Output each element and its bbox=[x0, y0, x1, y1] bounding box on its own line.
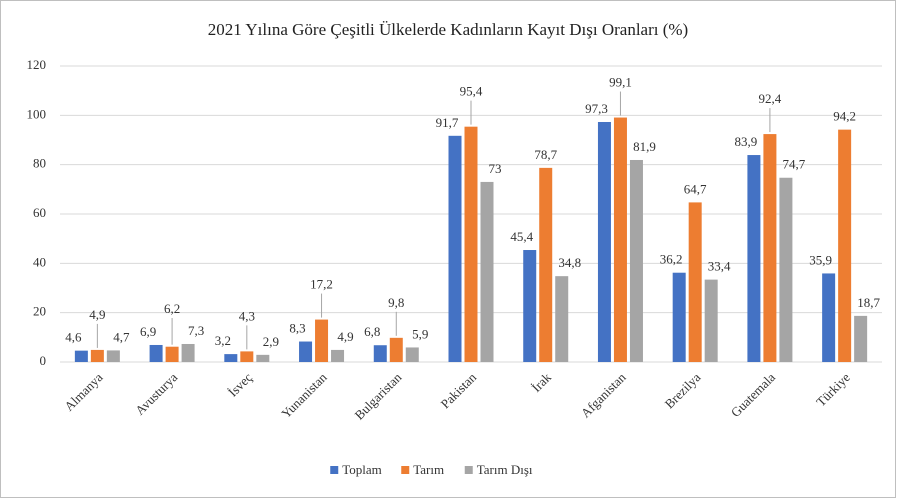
bar bbox=[74, 350, 88, 362]
value-label: 34,8 bbox=[558, 255, 581, 270]
y-tick-label: 20 bbox=[33, 304, 46, 319]
value-label: 4,9 bbox=[337, 329, 353, 344]
bar bbox=[779, 177, 793, 362]
value-label: 97,3 bbox=[585, 101, 608, 116]
bar bbox=[373, 345, 387, 362]
bar bbox=[704, 279, 718, 362]
bar bbox=[523, 250, 537, 362]
legend-label: Tarım Dışı bbox=[477, 462, 533, 477]
value-label: 6,9 bbox=[140, 324, 156, 339]
value-label: 45,4 bbox=[510, 229, 533, 244]
bar bbox=[464, 126, 478, 363]
legend-label: Toplam bbox=[342, 462, 382, 477]
y-tick-label: 40 bbox=[33, 254, 46, 269]
value-label: 74,7 bbox=[783, 157, 806, 172]
bar bbox=[822, 273, 836, 362]
value-label: 7,3 bbox=[188, 323, 204, 338]
bar bbox=[629, 159, 643, 362]
bar bbox=[90, 349, 104, 362]
value-label: 5,9 bbox=[412, 326, 428, 341]
bar bbox=[299, 341, 313, 362]
legend-label: Tarım bbox=[413, 462, 444, 477]
bar bbox=[672, 272, 686, 362]
y-tick-label: 0 bbox=[40, 353, 47, 368]
value-label: 73 bbox=[489, 161, 502, 176]
bar bbox=[613, 117, 627, 362]
bar bbox=[480, 181, 494, 362]
y-tick-label: 60 bbox=[33, 205, 46, 220]
value-label: 64,7 bbox=[684, 181, 707, 196]
bar bbox=[688, 202, 702, 362]
chart-title: 2021 Yılına Göre Çeşitli Ülkelerde Kadın… bbox=[208, 20, 688, 39]
value-label: 4,7 bbox=[113, 329, 130, 344]
value-label: 8,3 bbox=[289, 321, 305, 336]
value-label: 4,3 bbox=[239, 308, 255, 323]
value-label: 18,7 bbox=[857, 295, 880, 310]
value-label: 3,2 bbox=[215, 333, 231, 348]
value-label: 4,6 bbox=[65, 330, 82, 345]
bar bbox=[838, 129, 852, 362]
value-label: 36,2 bbox=[660, 252, 683, 267]
value-label: 33,4 bbox=[708, 259, 731, 274]
bar bbox=[539, 167, 553, 362]
bar bbox=[224, 354, 238, 362]
bar bbox=[597, 121, 611, 362]
bar bbox=[165, 346, 179, 362]
bar bbox=[854, 315, 868, 362]
y-tick-label: 80 bbox=[33, 156, 46, 171]
bar bbox=[331, 349, 345, 362]
legend-swatch bbox=[464, 466, 473, 474]
bar bbox=[315, 319, 329, 362]
legend-swatch bbox=[330, 466, 339, 474]
value-label: 6,8 bbox=[364, 324, 380, 339]
bar bbox=[763, 134, 777, 362]
value-label: 2,9 bbox=[263, 334, 279, 349]
value-label: 83,9 bbox=[735, 134, 758, 149]
bar bbox=[555, 276, 569, 362]
bar bbox=[181, 343, 195, 362]
bar bbox=[106, 350, 120, 362]
value-label: 81,9 bbox=[633, 139, 656, 154]
value-label: 99,1 bbox=[609, 75, 632, 90]
value-label: 91,7 bbox=[436, 115, 459, 130]
bar bbox=[389, 337, 403, 362]
value-label: 78,7 bbox=[534, 147, 557, 162]
value-label: 35,9 bbox=[809, 252, 832, 267]
y-tick-label: 100 bbox=[27, 106, 47, 121]
bar bbox=[240, 351, 254, 362]
value-label: 6,2 bbox=[164, 301, 180, 316]
value-label: 95,4 bbox=[460, 84, 483, 99]
value-label: 9,8 bbox=[388, 295, 404, 310]
y-tick-label: 120 bbox=[27, 57, 47, 72]
value-label: 94,2 bbox=[833, 109, 856, 124]
bar bbox=[149, 344, 163, 362]
value-label: 17,2 bbox=[310, 277, 333, 292]
value-label: 92,4 bbox=[759, 91, 782, 106]
bar bbox=[747, 155, 761, 362]
bar bbox=[256, 354, 270, 362]
value-label: 4,9 bbox=[89, 307, 105, 322]
legend-swatch bbox=[401, 466, 410, 474]
bar bbox=[405, 347, 419, 362]
bar bbox=[448, 135, 462, 362]
